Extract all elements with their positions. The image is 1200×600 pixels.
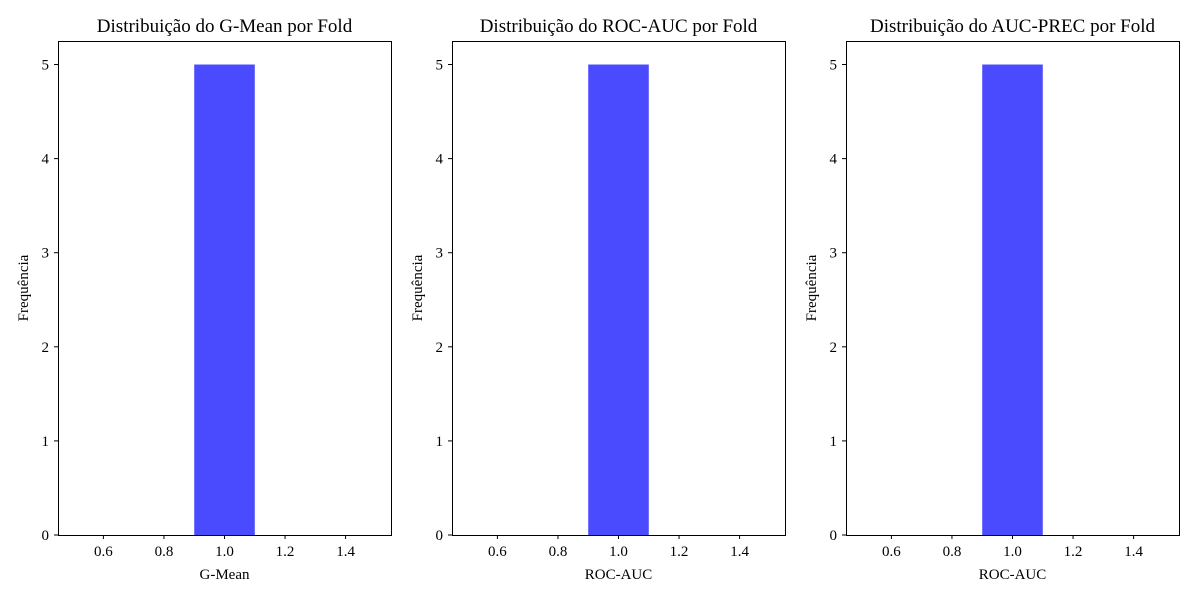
- y-tick-label: 3: [830, 246, 838, 262]
- y-tick-label: 0: [42, 528, 50, 544]
- y-axis-label: Frequência: [16, 254, 32, 321]
- x-tick-label: 0.8: [943, 544, 962, 560]
- x-tick-label: 0.6: [94, 544, 113, 560]
- y-tick-label: 5: [436, 58, 444, 74]
- x-tick-label: 1.0: [1003, 544, 1022, 560]
- y-axis-label: Frequência: [410, 254, 426, 321]
- y-tick-label: 2: [830, 340, 838, 356]
- x-tick-label: 0.8: [549, 544, 568, 560]
- chart-panel-1: 0.6 0.8 1.0 1.2 1.4 0 1 2 3 4 5 Distribuição do G-M…: [16, 16, 392, 583]
- x-tick-label: 1.2: [670, 544, 689, 560]
- y-tick-label: 3: [436, 246, 444, 262]
- x-tick-label: 1.4: [336, 544, 355, 560]
- y-axis-label: Frequência: [804, 254, 820, 321]
- chart-panel-2: 0.6 0.8 1.0 1.2 1.4 0 1 2 3 4 5 Distribuição do ROC…: [410, 16, 786, 583]
- x-tick-label: 0.8: [155, 544, 174, 560]
- y-tick-label: 5: [42, 58, 50, 74]
- x-tick-label: 1.2: [276, 544, 295, 560]
- x-axis-label: ROC-AUC: [585, 567, 653, 583]
- y-tick-label: 5: [830, 58, 838, 74]
- chart-title: Distribuição do G-Mean por Fold: [97, 16, 353, 37]
- y-tick-label: 1: [42, 434, 50, 450]
- x-tick-label: 1.0: [609, 544, 628, 560]
- histogram-bar: [194, 64, 255, 536]
- x-axis-label: G-Mean: [200, 567, 250, 583]
- y-tick-label: 4: [436, 152, 444, 168]
- x-tick-label: 0.6: [488, 544, 507, 560]
- chart-panel-3: 0.6 0.8 1.0 1.2 1.4 0 1 2 3 4 5 Distribuição do AUC…: [804, 16, 1180, 583]
- x-tick-label: 1.0: [215, 544, 234, 560]
- histogram-bar: [982, 64, 1043, 536]
- y-tick-label: 2: [42, 340, 50, 356]
- histogram-bar: [588, 64, 649, 536]
- y-tick-label: 2: [436, 340, 444, 356]
- y-tick-label: 1: [830, 434, 838, 450]
- chart-title: Distribuição do ROC-AUC por Fold: [480, 16, 758, 37]
- x-tick-label: 1.2: [1064, 544, 1083, 560]
- y-tick-label: 0: [830, 528, 838, 544]
- y-tick-label: 3: [42, 246, 50, 262]
- x-axis-label: ROC-AUC: [979, 567, 1047, 583]
- y-tick-label: 4: [830, 152, 838, 168]
- x-tick-label: 1.4: [1124, 544, 1143, 560]
- y-tick-label: 4: [42, 152, 50, 168]
- chart-title: Distribuição do AUC-PREC por Fold: [870, 16, 1156, 37]
- x-tick-label: 0.6: [882, 544, 901, 560]
- x-tick-label: 1.4: [730, 544, 749, 560]
- y-tick-label: 1: [436, 434, 444, 450]
- y-tick-label: 0: [436, 528, 444, 544]
